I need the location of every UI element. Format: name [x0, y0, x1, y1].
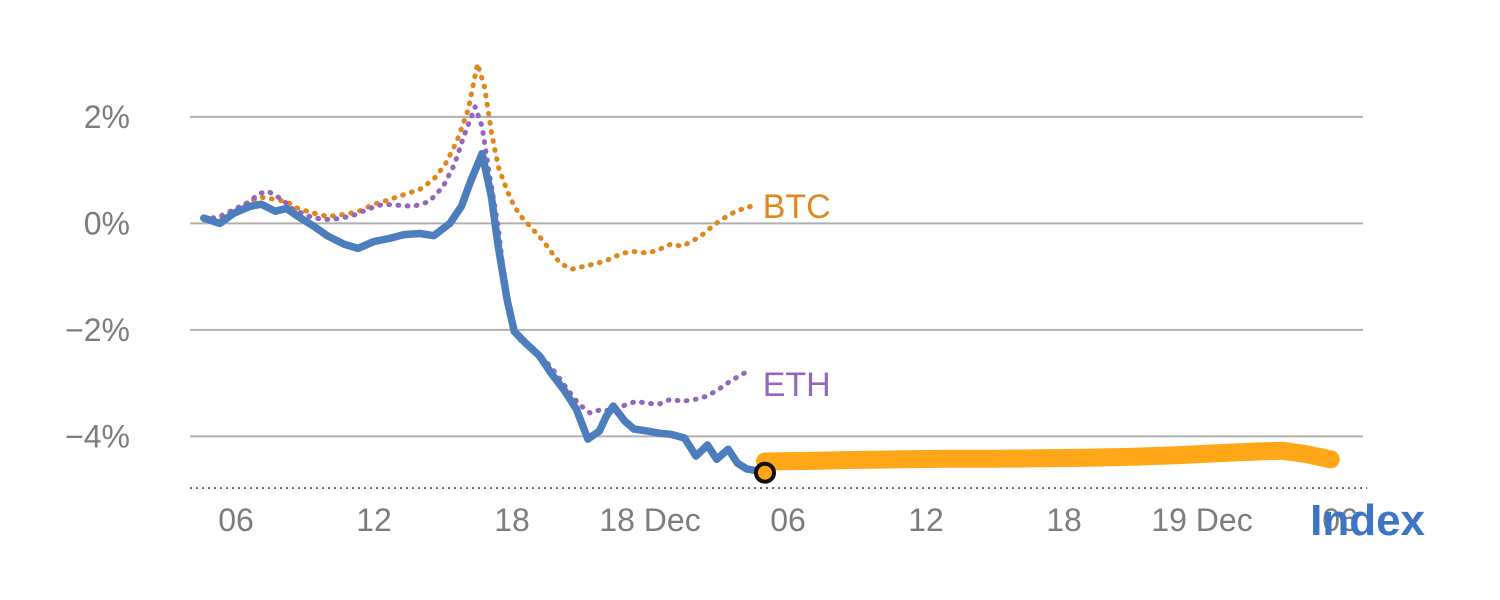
x-tick-label: 06: [218, 502, 254, 538]
series-eth-line: [201, 104, 747, 416]
series-index_forecast-line: [756, 441, 1340, 471]
y-tick-label: 0%: [84, 205, 130, 241]
x-tick-label: 12: [908, 502, 944, 538]
series-btc-line: [201, 61, 759, 272]
x-tick-label: 18: [1046, 502, 1082, 538]
series-index-line: [200, 149, 769, 477]
y-tick-label: −4%: [65, 418, 130, 454]
current-point-marker: [754, 461, 776, 484]
x-tick-label: 06: [1322, 502, 1358, 538]
x-tick-label: 18: [494, 502, 530, 538]
index-series-label: Index: [1310, 496, 1425, 545]
x-tick-label: 18 Dec: [599, 502, 700, 538]
btc-series-label: BTC: [763, 188, 831, 226]
x-tick-label: 12: [356, 502, 392, 538]
x-tick-label: 06: [770, 502, 806, 538]
y-tick-label: −2%: [65, 312, 130, 348]
y-tick-label: 2%: [84, 99, 130, 135]
x-tick-label: 19 Dec: [1151, 502, 1252, 538]
eth-series-label: ETH: [763, 366, 831, 404]
